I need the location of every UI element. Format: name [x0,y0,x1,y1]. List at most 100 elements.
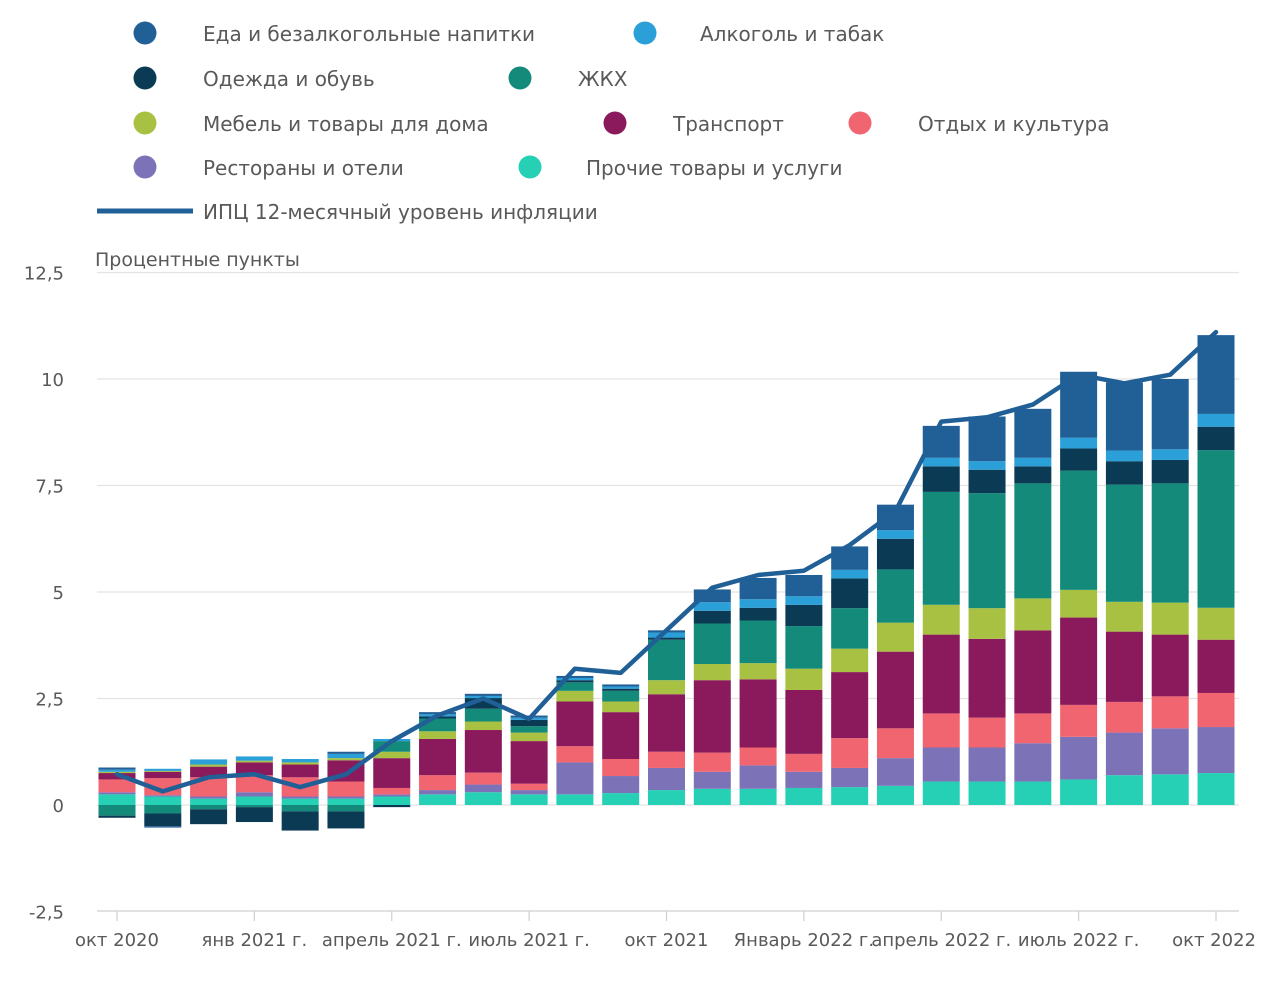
bar-segment-алкоголь-и-табак [281,758,319,763]
bar-segment-отдых-и-культура [373,787,411,795]
bar-segment-мебель-и-товары-для-дома [144,770,182,772]
bar-segment-прочие-товары-и-услуги [235,796,273,805]
bar-segment-прочие-товары-и-услуги [419,794,457,805]
bar-segment-отдых-и-культура [1060,704,1098,737]
bar-segment-мебель-и-товары-для-дома [1014,598,1052,631]
legend-marker-транспорт [603,111,627,135]
bar-segment-отдых-и-культура [876,728,914,759]
bar-segment-прочие-товары-и-услуги [968,781,1006,805]
bar-segment-одежда-и-обувь [464,698,502,709]
bar-segment-еда-и-безалкогольные-напитки [785,574,823,597]
bar-segment-жкх [1197,450,1235,608]
bar-segment-отдых-и-культура [693,752,731,772]
x-tick-label: окт 2022 [1172,930,1256,951]
bar-segment-мебель-и-товары-для-дома [464,721,502,731]
bar-segment-прочие-товары-и-услуги [648,790,685,805]
bar-segment-жкх [922,491,960,605]
bar-segment-одежда-и-обувь [693,610,731,624]
legend-marker-рестораны-и-отели [133,155,157,179]
bar-segment-отдых-и-культура [464,772,502,785]
bar-segment-жкх [190,805,228,810]
bar-segment-одежда-и-обувь [602,688,640,691]
bar-segment-прочие-товары-и-услуги [739,788,777,805]
bar-segment-рестораны-и-отели [373,794,411,797]
bar-segment-отдых-и-культура [144,778,182,796]
bar-segment-жкх [785,626,823,669]
bar-segment-алкоголь-и-табак [876,530,914,539]
bar-segment-транспорт [693,680,731,753]
bar-segment-транспорт [648,694,685,752]
x-tick-label: июль 2022 г. [1018,930,1139,951]
bar-segment-рестораны-и-отели [510,790,548,795]
bar-segment-прочие-товары-и-услуги [190,798,228,805]
bar-segment-отдых-и-культура [327,781,365,797]
bar-segment-мебель-и-товары-для-дома [1151,602,1189,635]
bar-segment-транспорт [1105,631,1143,702]
bar-segment-рестораны-и-отели [1151,728,1189,775]
bar-segment-жкх [1014,483,1052,599]
bar-segment-мебель-и-товары-для-дома [1060,589,1098,618]
bar-segment-жкх [144,805,182,814]
x-tick-label: Январь 2022 г. [734,930,874,951]
bar-segment-прочие-товары-и-услуги [556,794,594,805]
bar-segment-одежда-и-обувь [510,719,548,727]
bar-segment-алкоголь-и-табак [235,756,273,761]
bar-segment-рестораны-и-отели [693,771,731,789]
y-tick-label: 7,5 [35,477,64,498]
bar-segment-рестораны-и-отели [739,765,777,789]
bar-segment-отдых-и-культура [1105,701,1143,733]
bar-segment-мебель-и-товары-для-дома [1105,601,1143,632]
bar-segment-транспорт [1197,639,1235,693]
bar-segment-одежда-и-обувь [922,466,960,492]
cpi-line-group [114,329,1219,794]
y-axis-label: Процентные пункты [95,249,300,271]
x-axis: окт 2020 янв 2021 г. апрель 2021 г. июль 20… [75,910,1256,951]
bar-segment-рестораны-и-отели [876,758,914,786]
bar-segment-жкх [235,805,273,808]
bar-segment-транспорт [190,766,228,778]
bar-segment-транспорт [464,730,502,773]
bar-segment-еда-и-безалкогольные-напитки [327,751,365,754]
bar-segment-прочие-товары-и-услуги [281,798,319,805]
x-tick-label: янв 2021 г. [202,930,308,951]
bar-segment-мебель-и-товары-для-дома [510,732,548,742]
bar-segment-одежда-и-обувь [144,813,182,827]
bar-segment-еда-и-безалкогольные-напитки [602,684,640,687]
bar-segment-прочие-товары-и-услуги [602,793,640,805]
legend-label: Мебель и товары для дома [203,112,489,136]
legend-marker-прочие-товары-и-услуги [518,155,542,179]
bar-segment-прочие-товары-и-услуги [327,798,365,805]
bar-segment-одежда-и-обувь [235,807,273,823]
bar-segment-отдых-и-культура [648,751,685,768]
bar-segment-отдых-и-культура [510,783,548,791]
bar-segment-еда-и-безалкогольные-напитки [1151,379,1189,450]
bar-segment-одежда-и-обувь [556,680,594,683]
bar-segment-жкх [1151,483,1189,603]
legend-label: Алкоголь и табак [700,22,884,46]
bar-segment-жкх [373,741,411,752]
bar-segment-еда-и-безалкогольные-напитки [144,826,182,828]
bar-segment-транспорт [281,764,319,778]
bar-segment-отдых-и-культура [419,775,457,791]
bar-segment-мебель-и-товары-для-дома [373,751,411,759]
bar-segment-отдых-и-культура [739,747,777,766]
bar-segment-прочие-товары-и-услуги [510,794,548,805]
bar-segment-прочие-товары-и-услуги [1151,774,1189,805]
bar-segment-отдых-и-культура [98,779,136,793]
bar-segment-рестораны-и-отели [235,792,273,797]
bar-segment-отдых-и-культура [968,717,1006,748]
bar-segment-транспорт [373,758,411,788]
bar-segment-мебель-и-товары-для-дома [419,731,457,739]
bar-segment-рестораны-и-отели [648,767,685,791]
bar-segment-алкоголь-и-табак [1151,449,1189,460]
bar-segment-еда-и-безалкогольные-напитки [464,693,502,696]
bar-segment-транспорт [922,634,960,714]
bar-segment-отдых-и-культура [831,738,869,768]
x-tick-label: апрель 2022 г. [871,930,1011,951]
bar-segment-транспорт [602,712,640,759]
legend-marker-жкх [508,66,532,90]
y-tick-label: -2,5 [29,903,64,924]
bar-segment-еда-и-безалкогольные-напитки [98,767,136,770]
x-tick-label: апрель 2021 г. [322,930,462,951]
bar-segment-мебель-и-товары-для-дома [922,604,960,635]
